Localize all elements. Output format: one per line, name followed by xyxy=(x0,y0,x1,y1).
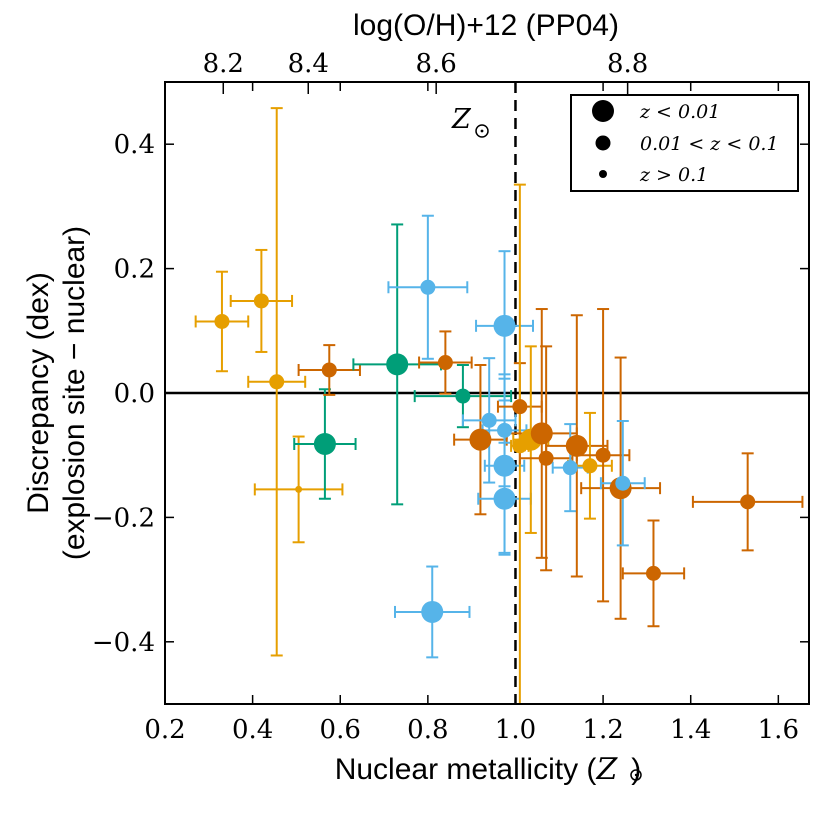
y-tick-label: 0.2 xyxy=(114,255,155,285)
data-point xyxy=(437,355,453,371)
data-point xyxy=(493,314,516,337)
svg-text:Z: Z xyxy=(451,104,472,135)
data-point xyxy=(493,487,516,510)
data-point xyxy=(214,313,230,329)
data-point xyxy=(420,279,436,295)
data-point xyxy=(538,450,554,466)
top-tick-label: 8.4 xyxy=(288,49,329,79)
data-point xyxy=(321,362,337,378)
error-bars xyxy=(194,107,804,704)
data-point xyxy=(269,374,285,390)
reference-lines xyxy=(165,82,809,704)
y-tick-label: −0.2 xyxy=(92,503,155,533)
x-tick-label: 1.4 xyxy=(670,715,711,745)
top-tick-label: 8.8 xyxy=(607,49,648,79)
data-point xyxy=(530,422,553,445)
data-point xyxy=(645,565,661,581)
data-point xyxy=(455,388,471,404)
data-point xyxy=(582,458,598,474)
top-tick-label: 8.6 xyxy=(416,49,457,79)
x-tick-label: 1.0 xyxy=(495,715,536,745)
data-point xyxy=(565,434,588,457)
data-point xyxy=(493,454,516,477)
y-tick-label: 0.4 xyxy=(114,130,155,160)
legend: z < 0.01 0.01 < z < 0.1 z > 0.1 xyxy=(570,94,799,192)
legend-label-1: 0.01 < z < 0.1 xyxy=(640,133,779,155)
data-point xyxy=(562,460,578,476)
data-point xyxy=(421,600,444,623)
data-point xyxy=(595,447,611,463)
data-point xyxy=(740,494,756,510)
data-point xyxy=(295,485,303,493)
top-axis-title: log(O/H)+12 (PP04) xyxy=(353,9,619,42)
data-point xyxy=(497,422,513,438)
x-tick-label: 1.6 xyxy=(758,715,799,745)
x-tick-label: 0.2 xyxy=(144,715,185,745)
x-axis-label-sun-symbol xyxy=(630,769,642,781)
legend-marker-small xyxy=(599,170,607,178)
x-tick-label: 1.2 xyxy=(582,715,623,745)
x-tick-label: 0.6 xyxy=(320,715,361,745)
data-point xyxy=(615,475,631,491)
solar-label: Z xyxy=(451,104,489,138)
x-tick-label: 0.4 xyxy=(232,715,273,745)
plot-frame xyxy=(164,81,810,705)
legend-marker-medium xyxy=(595,135,611,151)
data-point xyxy=(481,412,497,428)
y-tick-label: 0.0 xyxy=(114,379,155,409)
legend-label-2: z > 0.1 xyxy=(639,164,708,186)
x-axis-label: Nuclear metallicity (Z) xyxy=(335,752,642,787)
top-tick-label: 8.2 xyxy=(203,49,244,79)
data-point xyxy=(313,433,336,456)
data-point xyxy=(386,353,409,376)
data-point xyxy=(469,428,492,451)
y-tick-label: −0.4 xyxy=(92,628,155,658)
data-point xyxy=(253,293,269,309)
x-tick-label: 0.8 xyxy=(407,715,448,745)
y-axis-label-line1: Discrepancy (dex) xyxy=(22,272,55,514)
data-markers xyxy=(214,279,756,623)
legend-marker-large xyxy=(592,100,614,122)
y-axis-label-line2: (explosion site − nuclear) xyxy=(58,226,91,560)
tick-labels: 0.2 0.4 0.6 0.8 1.0 1.2 1.4 1.6 8.2 8.4 8.6 8.8 −0.4… xyxy=(92,49,799,745)
legend-label-0: z < 0.01 xyxy=(639,101,720,123)
x-axis-label-sun-dot xyxy=(634,773,638,777)
data-point xyxy=(512,399,528,415)
